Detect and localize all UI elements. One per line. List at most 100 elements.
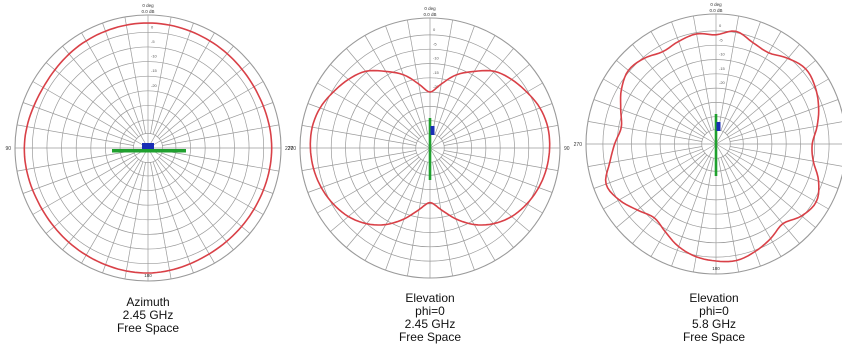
grid-spoke: [307, 152, 417, 193]
ring-label: 0: [151, 24, 154, 29]
ring-label: -5: [433, 41, 437, 46]
ring-label: -10: [719, 52, 726, 57]
ring-label: -5: [719, 37, 723, 42]
grid-spoke: [726, 152, 816, 228]
grid-spoke: [22, 102, 135, 144]
grid-spoke: [317, 82, 431, 149]
ring-label: -5: [151, 39, 155, 44]
grid-spoke: [429, 82, 543, 149]
grid-spoke: [364, 35, 431, 149]
caption-line: 2.45 GHz: [122, 308, 174, 322]
ring-label: 0: [719, 23, 722, 28]
grid-spoke: [152, 22, 194, 135]
grid-spoke: [443, 152, 553, 193]
top-angle-label: 0 deg: [424, 6, 436, 11]
grid-spoke: [317, 147, 431, 214]
antenna-body: [428, 118, 432, 180]
grid-spoke: [158, 157, 251, 234]
side-angle-label-left: 90: [5, 146, 11, 152]
antenna-feed: [142, 143, 154, 149]
grid-spoke: [102, 22, 144, 135]
grid-spoke: [147, 81, 264, 149]
grid-spoke: [102, 161, 144, 274]
caption-line: phi=0: [415, 304, 445, 318]
grid-spoke: [729, 148, 839, 189]
grid-spoke: [301, 125, 416, 146]
grid-spoke: [726, 60, 816, 136]
grid-spoke: [16, 124, 134, 146]
ring-label: -10: [151, 54, 158, 59]
grid-spoke: [346, 48, 422, 138]
grid-spoke: [150, 162, 172, 280]
grid-spoke: [443, 103, 553, 144]
grid-spoke: [715, 143, 829, 210]
grid-spoke: [62, 158, 139, 251]
ring-label: -10: [433, 56, 440, 61]
bottom-angle-label: 180: [144, 273, 152, 278]
grid-spoke: [150, 16, 172, 134]
grid-spoke: [671, 21, 712, 131]
radiation-pattern-line: [23, 22, 273, 274]
grid-spoke: [603, 143, 717, 210]
polar-grid: [299, 17, 561, 279]
grid-spoke: [157, 45, 234, 138]
side-angle-label-left: 270: [574, 142, 583, 148]
ring-label: 0: [433, 27, 436, 32]
grid-spoke: [330, 156, 420, 232]
grid-spoke: [152, 161, 194, 274]
antenna-feed: [430, 126, 435, 135]
grid-spoke: [729, 99, 839, 140]
grid-spoke: [616, 60, 706, 136]
grid-spoke: [440, 64, 530, 140]
grid-spoke: [147, 32, 215, 149]
grid-spoke: [671, 157, 712, 267]
grid-spoke: [603, 78, 717, 145]
grid-spoke: [718, 158, 739, 273]
top-angle-label: 0.0 dB: [423, 12, 436, 17]
side-angle-label-right: 270: [285, 146, 294, 152]
grid-spoke: [724, 154, 800, 244]
ring-label: -20: [719, 80, 726, 85]
top-angle-label: 0.0 dB: [709, 8, 722, 13]
grid-spoke: [32, 81, 149, 149]
grid-spoke: [444, 150, 559, 171]
caption-line: Free Space: [682, 330, 746, 344]
grid-spoke: [147, 147, 264, 215]
radiation-pattern-line: [604, 30, 820, 263]
grid-spoke: [162, 150, 280, 172]
grid-spoke: [62, 45, 139, 138]
ring-label: -20: [433, 84, 440, 89]
grid-spoke: [45, 62, 138, 139]
grid-spoke: [587, 146, 702, 167]
grid-spoke: [301, 150, 416, 171]
grid-spoke: [715, 31, 782, 145]
grid-spoke: [307, 103, 417, 144]
grid-spoke: [158, 62, 251, 139]
grid-spoke: [730, 121, 842, 142]
ring-label: -15: [151, 68, 158, 73]
ring-label: -15: [719, 66, 726, 71]
grid-spoke: [161, 152, 274, 194]
caption-line: 2.45 GHz: [404, 317, 456, 331]
grid-spoke: [650, 143, 717, 257]
grid-spoke: [593, 99, 703, 140]
grid-spoke: [432, 19, 453, 134]
grid-spoke: [81, 147, 149, 264]
grid-spoke: [124, 162, 146, 280]
bottom-angle-label: 180: [712, 266, 720, 271]
grid-spoke: [715, 78, 829, 145]
grid-spoke: [724, 44, 800, 134]
grid-spoke: [429, 147, 496, 261]
caption-line: Elevation: [405, 291, 455, 305]
ring-label: -15: [433, 70, 440, 75]
grid-spoke: [81, 32, 149, 149]
top-angle-label: 0 deg: [142, 3, 154, 8]
grid-spoke: [632, 154, 708, 244]
grid-spoke: [364, 147, 431, 261]
caption-line: phi=0: [699, 304, 729, 318]
grid-spoke: [720, 21, 761, 131]
grid-spoke: [407, 19, 428, 134]
